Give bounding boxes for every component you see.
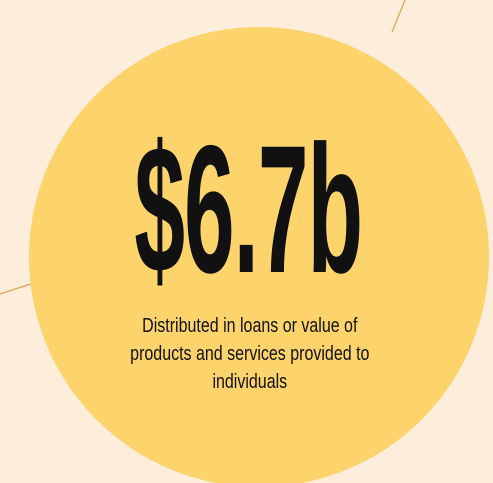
description-line: Distributed in loans or value of — [142, 315, 358, 337]
stat-circle — [29, 27, 489, 483]
description-line: products and services provided to — [130, 343, 370, 365]
stat-value: $6.7b — [134, 107, 363, 311]
description-line: individuals — [212, 371, 288, 393]
decor-line — [391, 0, 406, 33]
